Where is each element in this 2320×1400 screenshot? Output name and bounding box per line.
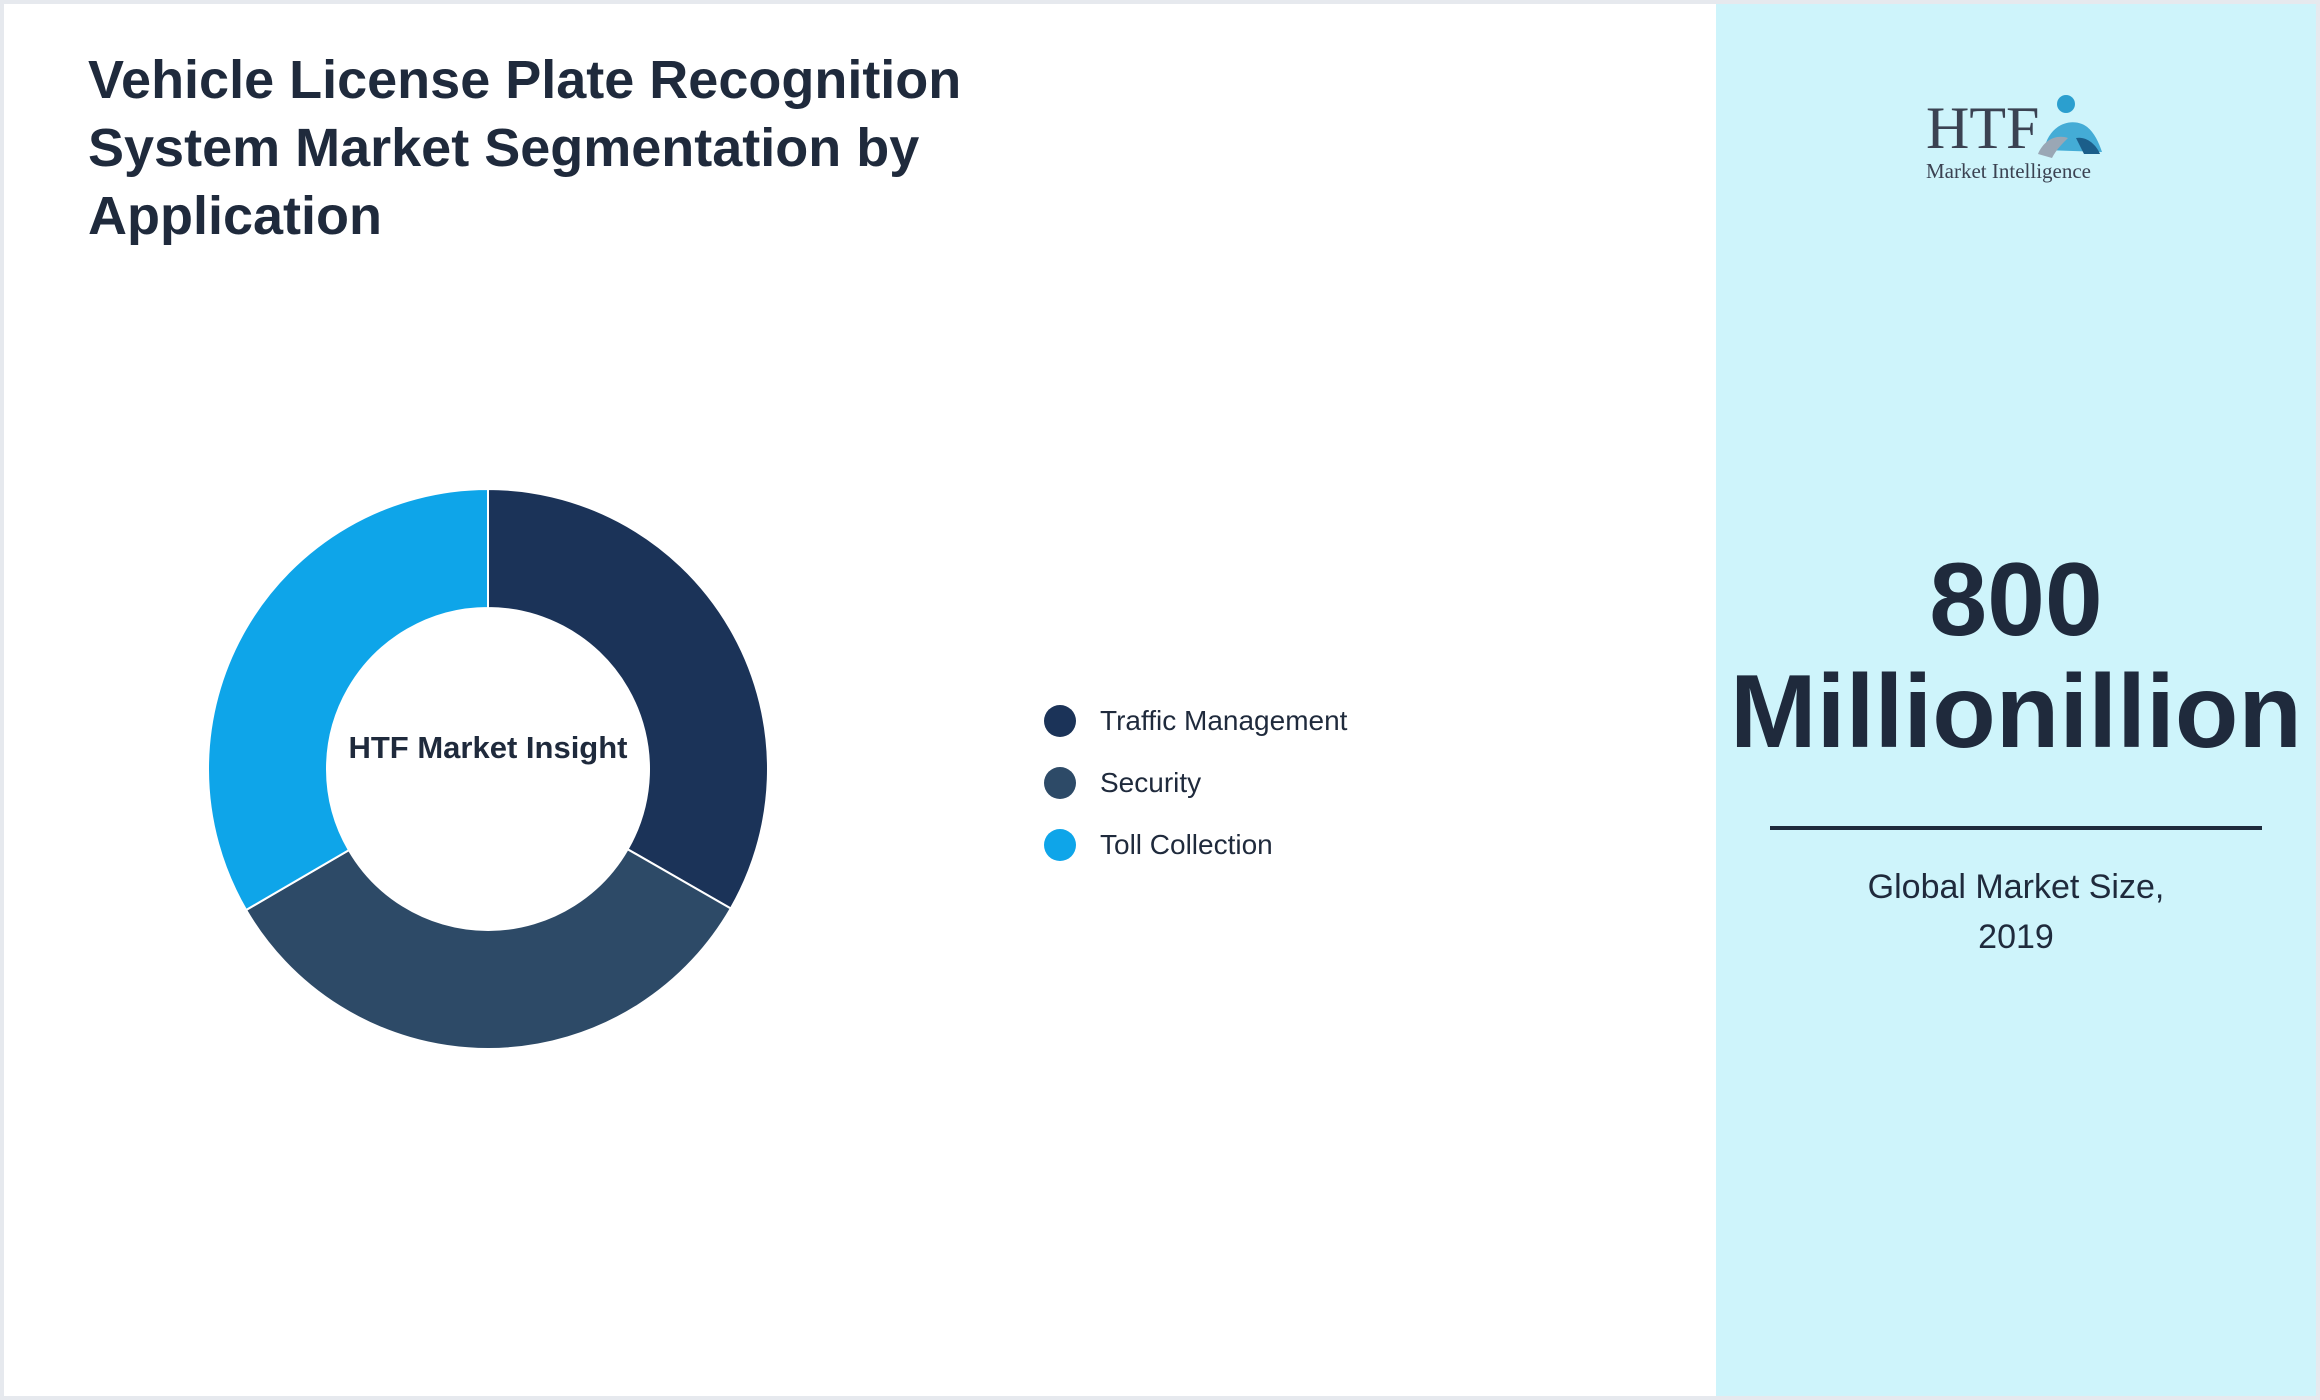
donut-center-label: HTF Market Insight (348, 730, 628, 765)
legend-label: Toll Collection (1100, 829, 1273, 860)
logo-text: HTF (1926, 95, 2039, 161)
market-size-caption: Global Market Size, 2019 (1716, 862, 2316, 962)
legend-swatch (1044, 829, 1076, 861)
legend-swatch (1044, 767, 1076, 799)
logo-subtitle: Market Intelligence (1926, 159, 2091, 183)
donut-chart (207, 487, 769, 1050)
legend-item-toll-collection: Toll Collection (1044, 814, 1347, 876)
divider (1770, 826, 2262, 830)
caption-line-2: 2019 (1978, 918, 2054, 956)
chart-title: Vehicle License Plate Recognition System… (88, 50, 962, 246)
legend-label: Traffic Management (1100, 705, 1348, 736)
caption-line-1: Global Market Size, (1867, 868, 2165, 906)
legend-item-security: Security (1044, 752, 1347, 814)
legend-item-traffic-management: Traffic Management (1044, 690, 1347, 752)
donut-slice-security (244, 847, 733, 1050)
market-size-panel: HTF Market Intelligence 800 Millionillio… (1716, 4, 2316, 1396)
market-size-number: 800 (1929, 542, 2103, 658)
legend-label: Security (1100, 767, 1202, 798)
legend-swatch (1044, 705, 1076, 737)
market-size-value: 800 Millionillion (1696, 544, 2320, 768)
donut-slice-traffic-management (487, 487, 769, 910)
chart-legend: Traffic Management Security Toll Collect… (1044, 690, 1347, 876)
donut-slice-toll-collection (207, 487, 489, 912)
market-size-unit: Millionillion (1730, 654, 2302, 770)
logo-figure-icon (2057, 95, 2075, 113)
htf-logo: HTF Market Intelligence (1926, 95, 2102, 183)
